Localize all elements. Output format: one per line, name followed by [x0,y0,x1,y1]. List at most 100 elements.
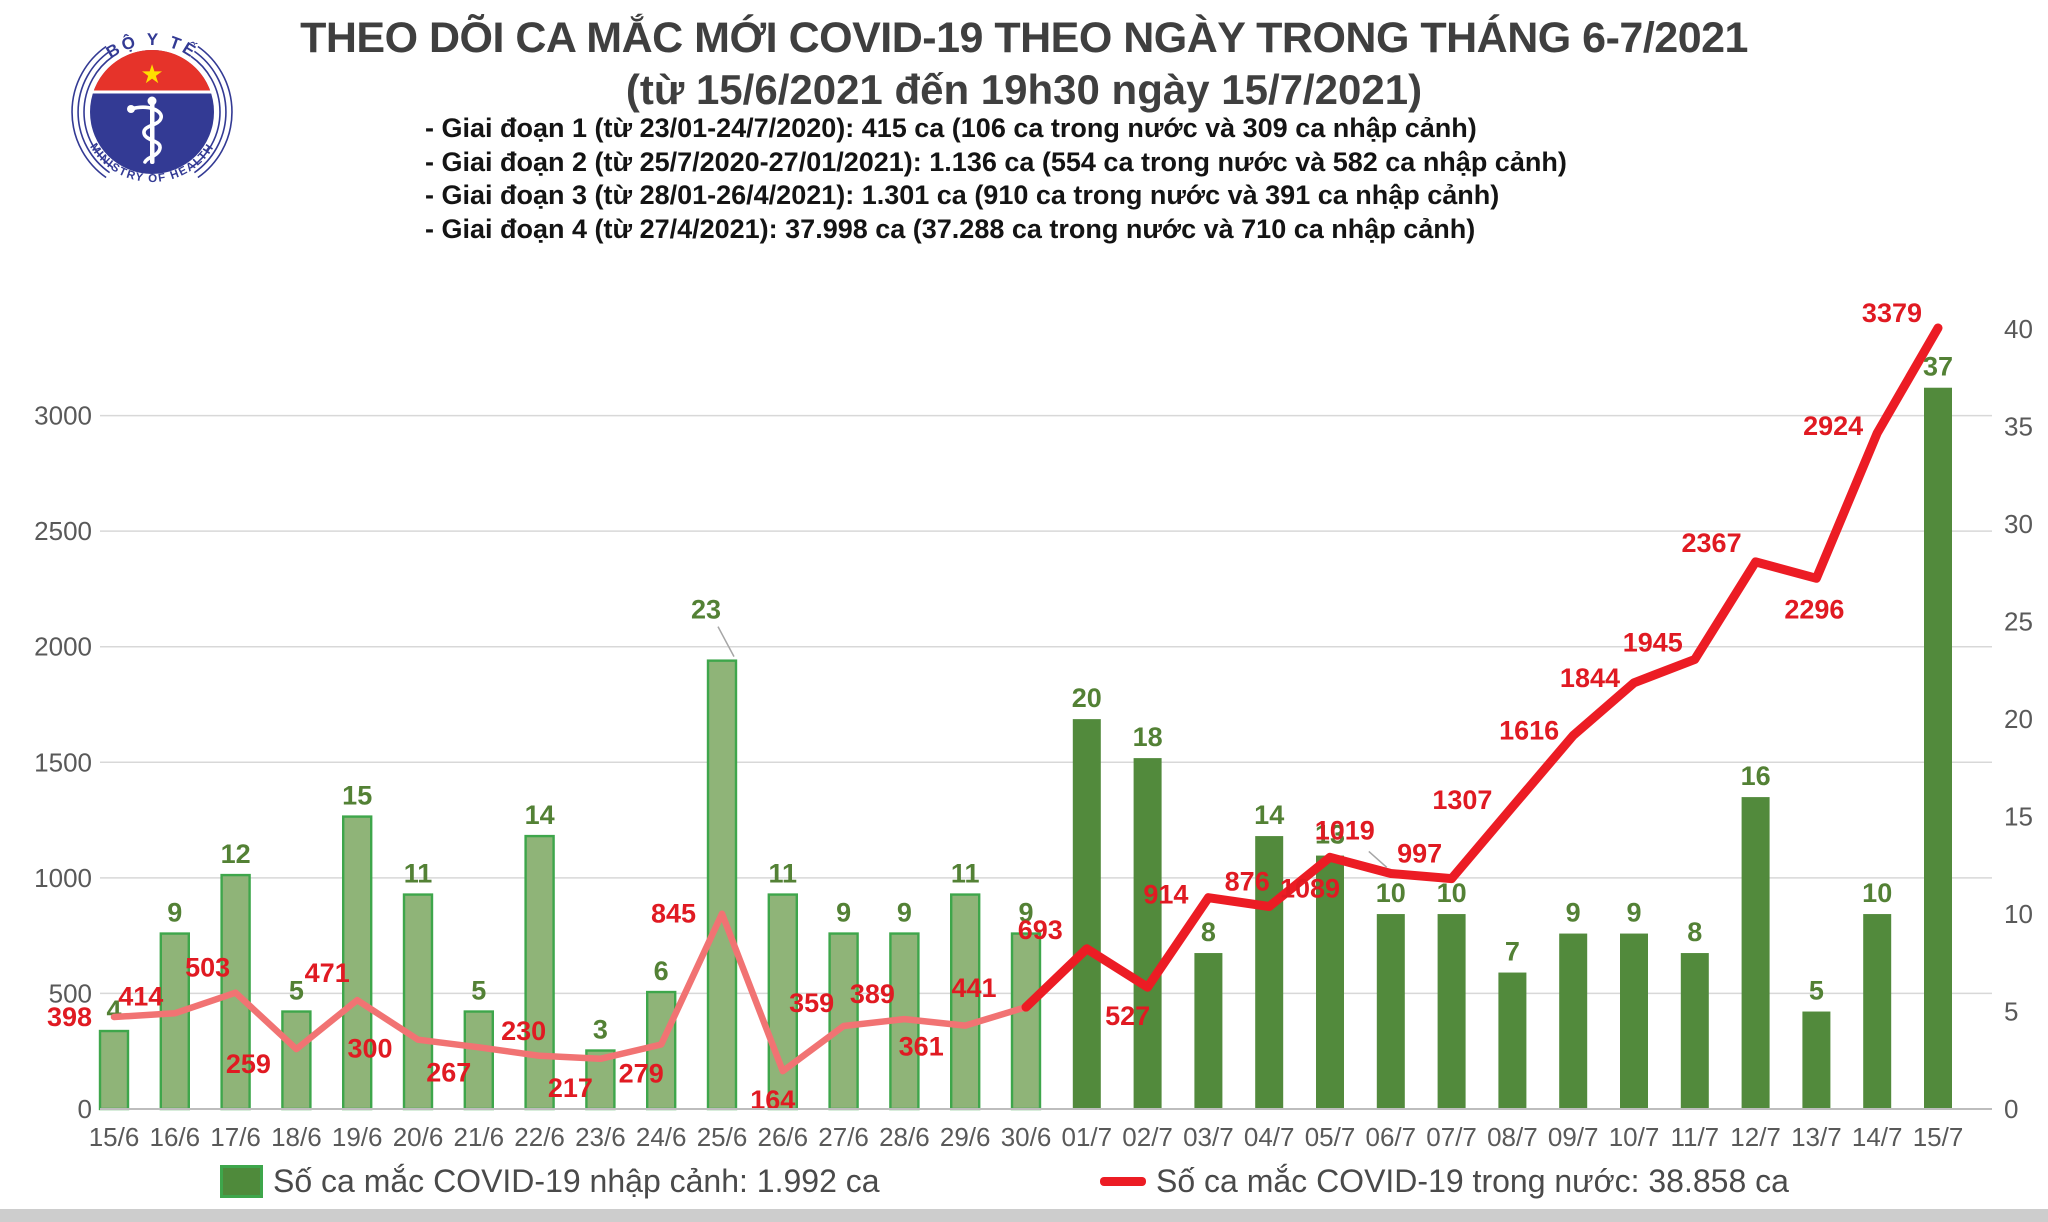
x-axis-label-30/6: 30/6 [1001,1122,1052,1152]
bar-label-12/7: 16 [1741,761,1771,791]
bar-13/7 [1802,1011,1831,1109]
bar-03/7 [1194,953,1223,1109]
x-axis-label-23/6: 23/6 [575,1122,626,1152]
bar-label-11/7: 8 [1687,917,1702,947]
bar-27/6 [828,932,859,1111]
bar-26/6 [767,893,798,1111]
bar-label-14/7: 10 [1862,878,1892,908]
bar-label-01/7: 20 [1072,683,1102,713]
x-axis-label-16/6: 16/6 [149,1122,200,1152]
x-axis-label-25/6: 25/6 [697,1122,748,1152]
bar-label-15/7: 37 [1923,352,1953,382]
bar-04/7 [1255,836,1284,1109]
bar-label-20/6: 11 [404,859,433,889]
bar-05/7 [1316,855,1344,1109]
line-label-30/6: 441 [951,973,996,1003]
line-label-03/7: 914 [1143,880,1188,910]
bar-label-05/7: 13 [1315,820,1345,850]
bars-imported-series [98,387,1952,1111]
line-label-27/6: 359 [789,988,834,1018]
x-axis-label-24/6: 24/6 [636,1122,687,1152]
x-axis-label-04/7: 04/7 [1244,1122,1295,1152]
x-axis-label-26/6: 26/6 [757,1122,808,1152]
bar-20/6 [402,893,434,1111]
bar-label-10/7: 9 [1626,898,1641,928]
line-label-12/7: 2367 [1682,528,1742,558]
bar-label-09/7: 9 [1566,898,1581,928]
logo-flag-segment [93,49,211,92]
line-label-15/7: 3379 [1862,298,1922,328]
bar-01/7 [1072,719,1101,1109]
line-label-17/6: 503 [185,953,230,983]
bar-label-04/7: 14 [1254,800,1284,830]
bar-24/6 [646,990,677,1111]
bar-label-23/6: 3 [593,1015,608,1045]
bar-label-28/6: 9 [897,898,912,928]
right-axis-tick: 25 [2004,607,2033,637]
bar-29/6 [950,893,981,1111]
right-axis-tick: 0 [2004,1094,2018,1124]
legend-bar-swatch [220,1164,263,1198]
line-label-23/6: 217 [548,1073,593,1103]
legend-line-swatch [1100,1176,1146,1186]
right-axis-tick: 35 [2004,412,2033,442]
phase-3-summary: - Giai đoạn 3 (từ 28/01-26/4/2021): 1.30… [425,180,1500,210]
left-axis-tick: 1500 [34,747,92,777]
line-label-02/7: 527 [1105,1001,1150,1031]
chart-legend: Số ca mắc COVID-19 nhập cảnh: 1.992 ca S… [0,1158,2048,1204]
line-label-05/7: 1089 [1280,873,1340,903]
legend-bar-label: Số ca mắc COVID-19 nhập cảnh: 1.992 ca [273,1162,880,1199]
bar-02/7 [1133,758,1162,1109]
x-axis-label-07/7: 07/7 [1426,1122,1477,1152]
bar-12/7 [1741,797,1770,1109]
x-axis-label-27/6: 27/6 [818,1122,869,1152]
bar-label-17/6: 12 [221,839,251,869]
logo-star-icon: ★ [140,59,163,89]
bar-label-26/6: 11 [769,859,798,889]
line-segment-june [110,910,1030,1075]
logo-staff-snake-icon [127,96,163,164]
bar-label-02/7: 18 [1133,722,1163,752]
bar-label-29/6: 11 [951,859,980,889]
bar-15/7 [1924,387,1952,1109]
left-axis-tick: 2500 [34,516,92,546]
x-axis-label-03/7: 03/7 [1183,1122,1234,1152]
line-label-06/7: 1019 [1315,815,1375,845]
bar-label-24/6: 6 [654,956,669,986]
right-axis-tick: 15 [2004,802,2033,832]
x-axis-label-01/7: 01/7 [1061,1122,1112,1152]
bar-label-08/7: 7 [1505,937,1520,967]
page-title: THEO DÕI CA MẮC MỚI COVID-19 THEO NGÀY T… [300,14,1748,62]
right-axis-tick: 10 [2004,899,2033,929]
bar-label-21/6: 5 [471,976,486,1006]
bar-label-19/6: 15 [342,781,372,811]
bar-label-30/6: 9 [1018,898,1033,928]
bar-11/7 [1680,953,1709,1109]
line-label-20/6: 300 [347,1034,392,1064]
x-axis-label-14/7: 14/7 [1852,1122,1903,1152]
line-domestic-series [110,323,1943,1075]
line-label-25/6: 845 [651,899,696,929]
legend-item-domestic: Số ca mắc COVID-19 trong nước: 38.858 ca [1100,1158,1789,1204]
bar-15/6 [98,1029,130,1111]
right-axis-tick: 30 [2004,509,2033,539]
bar-label-25/6: 23 [691,595,721,625]
line-label-22/6: 230 [501,1016,546,1046]
logo-side-arcs [71,45,233,179]
axes: 0500100015002000250030000510152025303540… [34,314,2033,1152]
line-label-29/6: 361 [899,1032,944,1062]
x-axis-label-17/6: 17/6 [210,1122,261,1152]
left-axis-tick: 500 [49,978,92,1008]
x-axis-label-06/7: 06/7 [1365,1122,1416,1152]
right-axis-tick: 5 [2004,997,2018,1027]
left-axis-tick: 3000 [34,401,92,431]
line-label-13/7: 2296 [1784,594,1844,624]
bar-10/7 [1620,933,1648,1109]
ministry-of-health-logo: ★ BỘ Y TẾ MINISTRY OF HEALTH [71,30,233,185]
x-axis-label-28/6: 28/6 [879,1122,930,1152]
phase-4-summary: - Giai đoạn 4 (từ 27/4/2021): 37.998 ca … [425,213,1476,244]
bar-label-03/7: 8 [1201,917,1216,947]
